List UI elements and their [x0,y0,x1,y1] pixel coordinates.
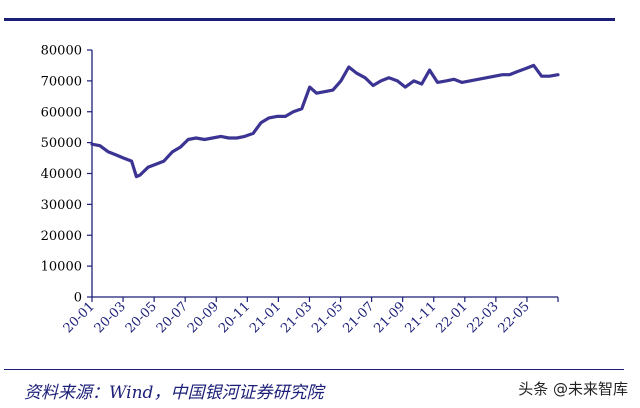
data-point [171,150,174,154]
line-chart: 0 10000 20000 30000 40000 50000 60000 70000 8000… [41,44,560,336]
y-tick-label: 10000 [41,260,82,275]
data-point [508,73,511,76]
x-tick-label: 21-07 [340,299,377,336]
data-point [135,175,138,178]
data-point [347,65,350,69]
top-rule [4,18,615,21]
data-point [364,76,367,80]
data-point [154,163,158,166]
source-note: 资料来源：Wind，中国银河证券研究院 [24,383,324,403]
y-tick-label: 40000 [41,167,82,182]
data-point [501,73,504,76]
series-line [90,63,560,179]
data-point [524,67,527,70]
data-point [436,81,439,84]
x-tick-label: 20-11 [216,299,253,336]
x-tick-label: 21-11 [402,299,439,336]
data-point [162,159,166,163]
data-point [138,173,142,177]
y-tick-label: 70000 [41,74,82,89]
data-point [396,79,399,83]
x-tick-label: 21-03 [278,299,315,336]
bottom-rule [4,369,624,370]
data-point [452,78,456,81]
x-tick-label: 20-05 [123,299,160,336]
data-point [187,138,190,141]
data-point [404,85,407,89]
data-point [107,150,110,154]
y-tick-label: 0 [74,291,82,306]
data-point [259,121,263,124]
y-axis: 0 10000 20000 30000 40000 50000 60000 70000 8000… [41,44,93,306]
data-point [179,146,182,149]
data-point [484,76,488,80]
data-point [194,136,198,140]
data-point [130,159,133,163]
y-tick-label: 20000 [41,229,82,244]
data-point [532,64,535,67]
data-point [540,75,543,78]
data-point [98,144,102,147]
data-point [339,79,343,83]
data-point [122,156,125,160]
data-point [444,79,448,83]
data-point [371,84,375,87]
data-point [219,135,223,138]
data-point [300,107,303,110]
data-point [267,116,271,120]
data-point [516,70,519,73]
x-tick-label: 20-09 [185,299,222,336]
y-tick-label: 30000 [41,198,82,213]
data-point [203,138,206,141]
data-point [387,76,391,80]
data-point [251,132,255,135]
x-axis: 20-0120-0320-0520-0720-0920-1121-0121-03… [61,296,559,336]
data-point [420,82,423,86]
x-tick-label: 20-03 [92,299,129,336]
data-point [548,75,551,78]
y-tick-label: 80000 [41,44,82,59]
data-point [227,136,230,140]
data-point [331,88,335,92]
data-point [477,78,480,81]
data-point [493,75,496,78]
x-tick-label: 21-09 [371,299,408,336]
watermark: 头条 @未来智库 [518,380,628,398]
data-point [315,92,318,95]
data-point [115,153,118,157]
data-point [243,135,246,138]
data-point [468,79,471,83]
data-point [556,73,560,76]
x-tick-label: 22-05 [496,299,533,336]
data-point [323,90,326,93]
data-point [460,81,463,84]
data-point [428,68,431,72]
y-tick-label: 50000 [41,136,82,151]
data-point [90,143,94,146]
x-tick-label: 22-03 [465,299,502,336]
data-point [412,79,415,83]
data-point [355,72,358,75]
x-tick-label: 21-05 [309,299,346,336]
x-tick-label: 22-01 [434,299,471,336]
data-point [275,115,279,118]
series-group [90,63,560,179]
data-point [379,79,383,83]
data-point [284,115,287,118]
data-point [292,110,295,114]
data-point [308,85,311,89]
x-tick-label: 20-07 [154,299,191,336]
data-point [235,136,238,140]
data-point [211,136,214,140]
data-point [146,166,150,169]
x-tick-label: 21-01 [247,299,284,336]
y-tick-label: 60000 [41,105,82,120]
